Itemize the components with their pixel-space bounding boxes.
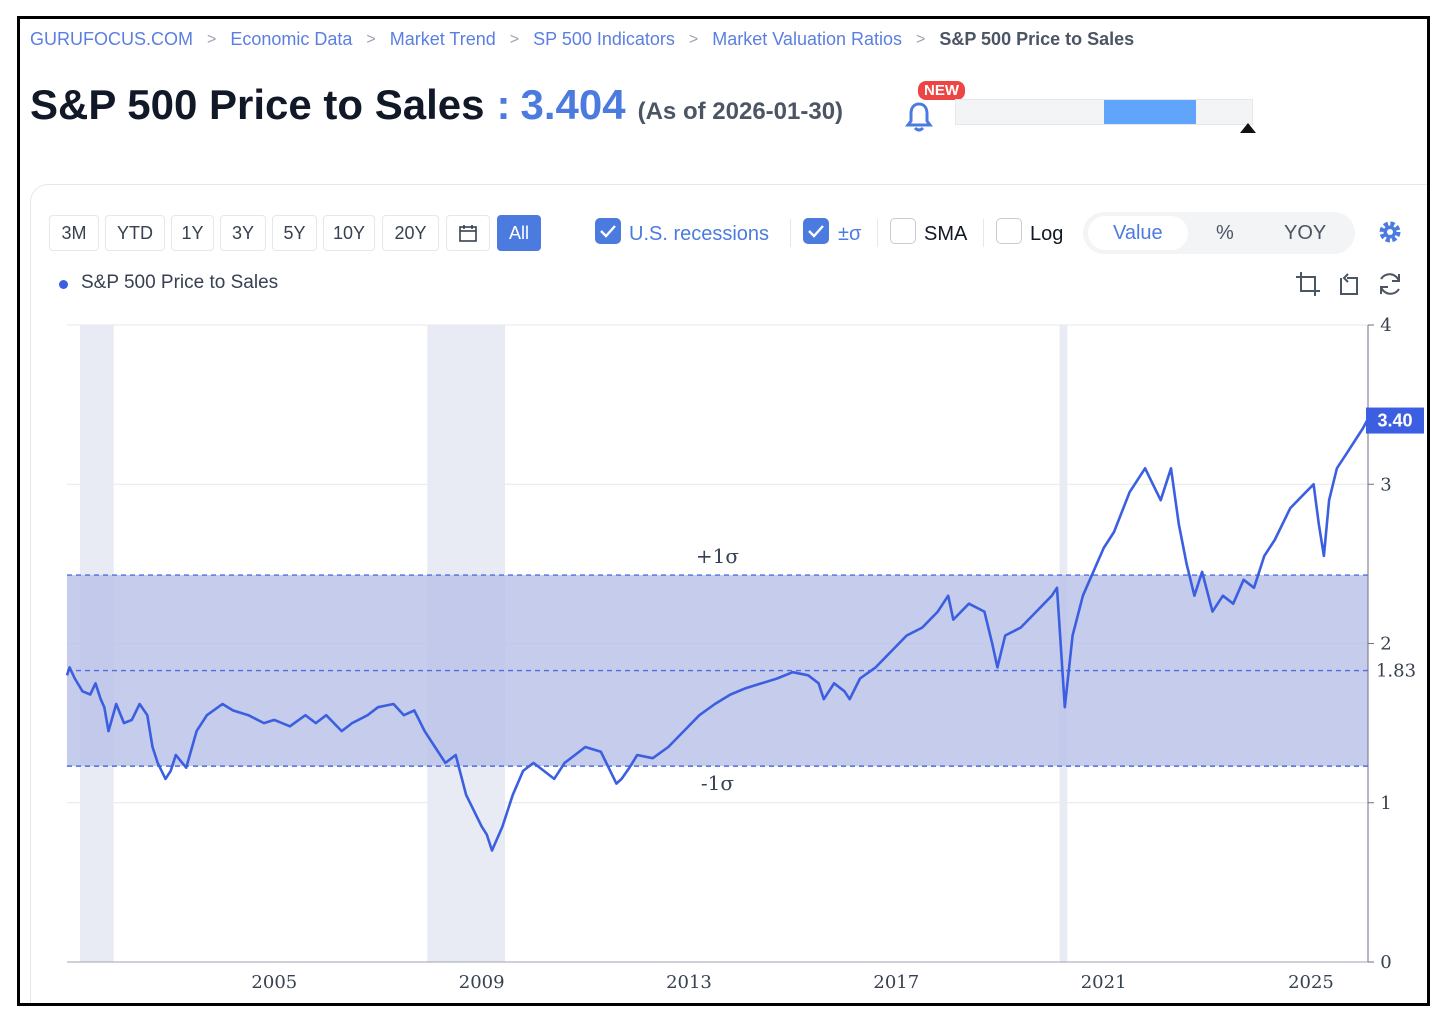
calendar-button[interactable] [446,215,490,251]
breadcrumb-item-economic-data[interactable]: Economic Data [230,29,353,49]
chart-area: +1σ -1σ 0 1 2 3 4 1.83 2005 2009 2013 2017 2021 2025 3… [65,315,1424,993]
y-tick-label: 0 [1380,952,1391,973]
range-button-3y[interactable]: 3Y [220,215,266,251]
plus-sigma-label: +1σ [696,544,739,568]
mean-label: 1.83 [1376,661,1416,682]
as-of-date: (As of 2026-01-30) [637,98,844,125]
check-icon [808,225,824,238]
divider [877,219,878,247]
y-tick-label: 4 [1380,315,1391,336]
calendar-icon [459,225,477,242]
page-title: S&P 500 Price to Sales : 3.404 (As of 20… [30,81,843,129]
legend-marker [59,280,68,289]
mode-value[interactable]: Value [1113,222,1163,244]
log-label[interactable]: Log [1030,223,1064,245]
indicator-name: S&P 500 Price to Sales [30,81,485,128]
sigma-label[interactable]: ±σ [838,223,862,245]
bell-icon[interactable] [904,99,934,133]
breadcrumb-current: S&P 500 Price to Sales [939,29,1135,49]
range-button-5y[interactable]: 5Y [272,215,317,251]
page-frame: GURUFOCUS.COM > Economic Data > Market T… [17,16,1430,1006]
last-value-tag [1366,407,1424,434]
valuation-range-fill [1104,100,1196,124]
chevron-right-icon: > [366,30,376,48]
chevron-right-icon: > [916,30,926,48]
breadcrumb-item-market-trend[interactable]: Market Trend [389,29,496,49]
title-colon: : [496,81,511,128]
x-tick-label: 2005 [251,972,297,993]
last-value-label: 3.40 [1377,411,1412,431]
y-tick-label: 1 [1380,793,1391,814]
y-tick-label: 3 [1380,474,1391,495]
refresh-icon[interactable] [1376,270,1404,298]
range-button-1y[interactable]: 1Y [171,215,214,251]
range-button-ytd[interactable]: YTD [105,215,165,251]
divider [790,219,791,247]
sma-label[interactable]: SMA [924,223,968,245]
x-tick-label: 2021 [1081,972,1127,993]
log-checkbox[interactable] [996,218,1022,244]
minus-sigma-label: -1σ [701,771,734,795]
valuation-range-bar [955,99,1253,125]
sma-checkbox[interactable] [890,218,916,244]
breadcrumb-item-sp500-indicators[interactable]: SP 500 Indicators [533,29,675,49]
check-icon [600,225,616,238]
new-badge: NEW [918,81,965,100]
mode-percent[interactable]: % [1216,222,1234,244]
sigma-checkbox[interactable] [803,218,829,244]
series-line [65,419,1369,852]
y-tick-label: 2 [1380,634,1391,655]
x-tick-label: 2013 [666,972,712,993]
range-button-3m[interactable]: 3M [49,215,99,251]
x-tick-label: 2025 [1288,972,1334,993]
breadcrumb-item-home[interactable]: GURUFOCUS.COM [30,29,193,49]
range-button-10y[interactable]: 10Y [323,215,375,251]
range-marker-icon [1240,123,1256,133]
indicator-value: 3.404 [520,81,626,128]
chevron-right-icon: > [688,30,699,48]
crop-icon[interactable] [1294,270,1322,298]
x-tick-label: 2009 [459,972,505,993]
breadcrumb-item-valuation-ratios[interactable]: Market Valuation Ratios [712,29,903,49]
rotate-icon[interactable] [1335,270,1363,298]
display-mode-active-pill [1088,216,1188,250]
divider [983,219,984,247]
chevron-right-icon: > [509,30,520,48]
mode-yoy[interactable]: YOY [1284,222,1327,244]
x-tick-label: 2017 [873,972,919,993]
chart-card [30,184,1427,1003]
chevron-right-icon: > [207,30,217,48]
range-button-all[interactable]: All [497,215,541,251]
recessions-checkbox[interactable] [595,218,621,244]
range-button-20y[interactable]: 20Y [382,215,439,251]
recessions-label[interactable]: U.S. recessions [629,223,770,245]
legend-label[interactable]: S&P 500 Price to Sales [81,272,279,293]
gear-icon[interactable] [1376,218,1404,246]
breadcrumb: GURUFOCUS.COM > Economic Data > Market T… [30,29,1134,50]
